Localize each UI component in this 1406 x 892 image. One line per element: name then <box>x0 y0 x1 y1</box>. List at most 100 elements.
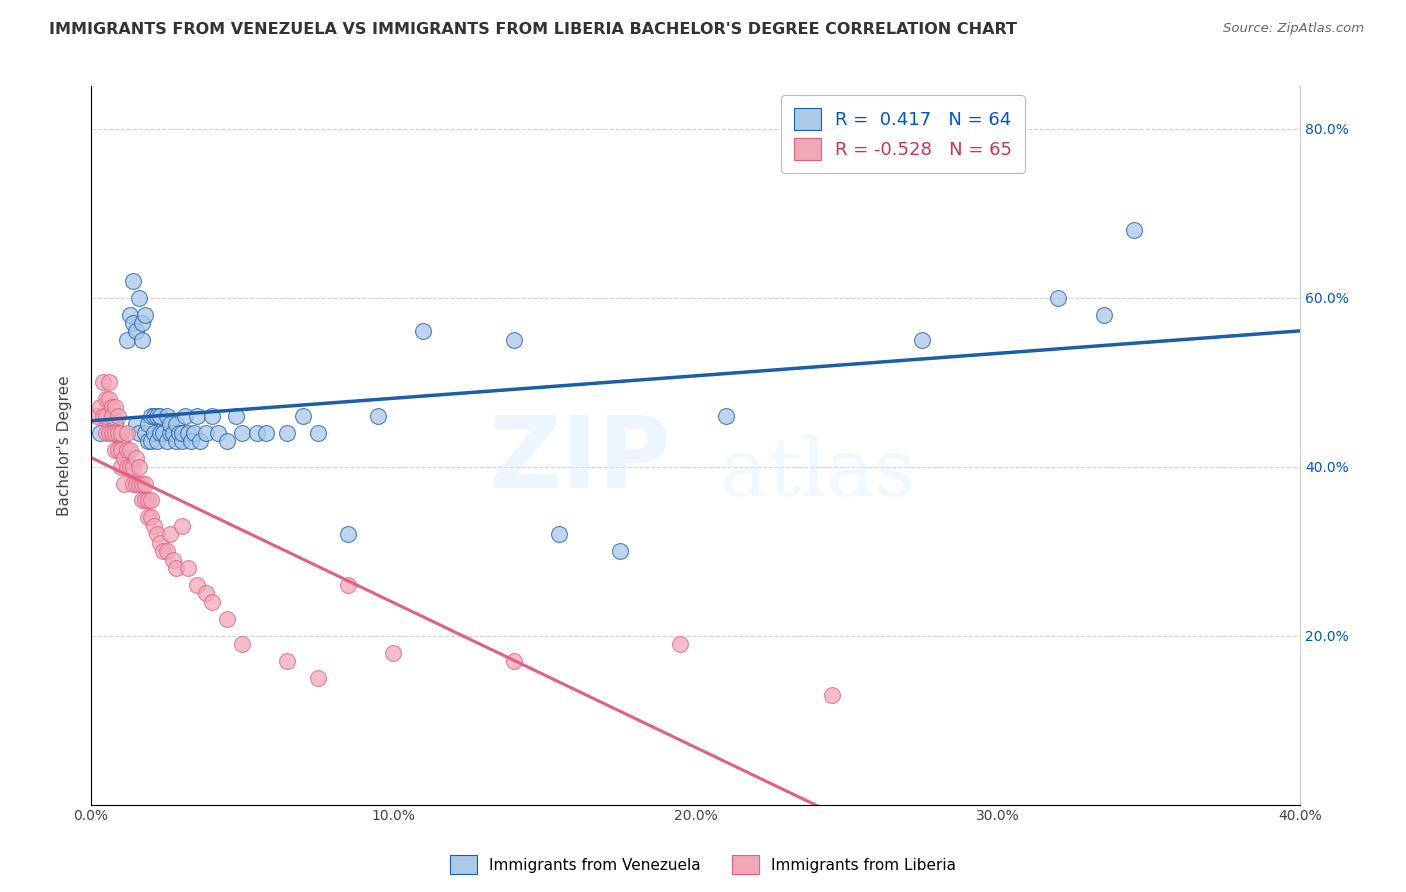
Point <box>1092 308 1115 322</box>
Point <box>412 325 434 339</box>
Point <box>115 459 138 474</box>
Point <box>159 417 181 432</box>
Point <box>110 434 132 449</box>
Point <box>183 425 205 440</box>
Point <box>170 425 193 440</box>
Point <box>382 646 405 660</box>
Text: IMMIGRANTS FROM VENEZUELA VS IMMIGRANTS FROM LIBERIA BACHELOR'S DEGREE CORRELATI: IMMIGRANTS FROM VENEZUELA VS IMMIGRANTS … <box>49 22 1017 37</box>
Point <box>115 442 138 457</box>
Point <box>141 510 163 524</box>
Point <box>125 417 148 432</box>
Point <box>134 493 156 508</box>
Point <box>201 595 224 609</box>
Point <box>714 409 737 423</box>
Point <box>94 425 117 440</box>
Point <box>138 493 160 508</box>
Point <box>155 434 177 449</box>
Point <box>86 409 108 423</box>
Point <box>122 316 145 330</box>
Point <box>94 409 117 423</box>
Point <box>176 561 198 575</box>
Point <box>176 425 198 440</box>
Point <box>162 552 184 566</box>
Point <box>125 451 148 466</box>
Point <box>107 425 129 440</box>
Point <box>165 561 187 575</box>
Point <box>152 544 174 558</box>
Point <box>609 544 631 558</box>
Point <box>225 409 247 423</box>
Point <box>149 535 172 549</box>
Point <box>101 401 124 415</box>
Point <box>104 401 127 415</box>
Point <box>138 434 160 449</box>
Point <box>215 434 238 449</box>
Point <box>110 459 132 474</box>
Point <box>125 476 148 491</box>
Point <box>170 518 193 533</box>
Point <box>146 434 169 449</box>
Point <box>134 476 156 491</box>
Point <box>194 586 217 600</box>
Point <box>291 409 314 423</box>
Point <box>125 325 148 339</box>
Point <box>101 425 124 440</box>
Point <box>89 401 111 415</box>
Point <box>194 425 217 440</box>
Point <box>134 425 156 440</box>
Point <box>159 425 181 440</box>
Point <box>98 425 121 440</box>
Point <box>1122 223 1144 237</box>
Point <box>138 510 160 524</box>
Point <box>165 434 187 449</box>
Point <box>104 417 127 432</box>
Point <box>98 392 121 406</box>
Point <box>1047 291 1070 305</box>
Point <box>112 476 135 491</box>
Point <box>146 409 169 423</box>
Point <box>159 527 181 541</box>
Point <box>122 274 145 288</box>
Point <box>120 459 142 474</box>
Point <box>307 671 329 685</box>
Point <box>215 612 238 626</box>
Point <box>231 637 253 651</box>
Text: ZIP: ZIP <box>488 411 671 508</box>
Point <box>143 518 166 533</box>
Point <box>820 688 842 702</box>
Point <box>138 417 160 432</box>
Point <box>143 409 166 423</box>
Point <box>254 425 277 440</box>
Point <box>152 425 174 440</box>
Point <box>173 409 195 423</box>
Point <box>128 291 150 305</box>
Point <box>131 316 153 330</box>
Point <box>131 493 153 508</box>
Point <box>669 637 692 651</box>
Point <box>231 425 253 440</box>
Point <box>94 392 117 406</box>
Point <box>128 476 150 491</box>
Point <box>91 409 114 423</box>
Point <box>110 442 132 457</box>
Point <box>503 654 526 668</box>
Point <box>246 425 269 440</box>
Point <box>155 544 177 558</box>
Point <box>115 333 138 347</box>
Point <box>98 375 121 389</box>
Point <box>167 425 190 440</box>
Point <box>336 527 359 541</box>
Point <box>143 425 166 440</box>
Point <box>367 409 389 423</box>
Point <box>155 409 177 423</box>
Point <box>276 425 298 440</box>
Point <box>120 442 142 457</box>
Point <box>911 333 934 347</box>
Point <box>112 451 135 466</box>
Point <box>107 409 129 423</box>
Point <box>207 425 229 440</box>
Text: atlas: atlas <box>720 435 915 513</box>
Point <box>548 527 571 541</box>
Point <box>170 434 193 449</box>
Point <box>180 434 202 449</box>
